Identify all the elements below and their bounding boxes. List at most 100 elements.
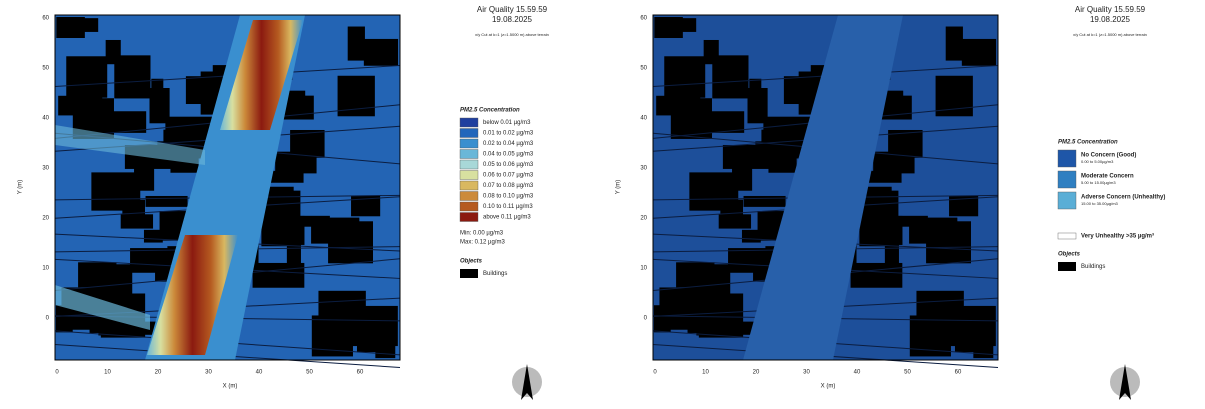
x-axis-label: X (m): [821, 384, 836, 390]
building: [676, 262, 714, 287]
legend-label: Moderate Concern: [1081, 174, 1134, 180]
building: [681, 18, 696, 32]
building: [364, 39, 398, 66]
x-tick-label: 60: [357, 370, 364, 376]
legend-label: Adverse Concern (Unhealthy): [1081, 195, 1165, 201]
building: [742, 230, 761, 243]
legend-label: above 0.11 µg/m3: [483, 215, 531, 221]
building: [672, 89, 700, 114]
legend-title: PM2.5 Concentration: [460, 108, 520, 114]
building: [74, 89, 102, 114]
subtitle: x/y Cut at k=1 (z=1.5000 m) above terrai…: [475, 32, 549, 37]
x-tick-label: 40: [256, 370, 263, 376]
object-swatch: [460, 269, 478, 278]
legend-swatch: [460, 181, 478, 190]
x-axis-label: X (m): [223, 384, 238, 390]
object-label: Buildings: [1081, 264, 1105, 270]
legend-label: 0.04 to 0.05 µg/m3: [483, 152, 534, 158]
y-tick-label: 40: [42, 116, 49, 122]
building: [744, 196, 786, 207]
building: [955, 325, 985, 352]
legend-swatch: [1058, 171, 1076, 188]
legend-detail: 0.00 to 5.00µg/m3: [1081, 159, 1114, 164]
building: [357, 325, 387, 352]
object-label: Buildings: [483, 271, 507, 277]
objects-title: Objects: [460, 259, 483, 265]
building: [926, 221, 971, 263]
y-axis-label: Y (m): [616, 180, 622, 195]
building: [163, 130, 211, 142]
legend-swatch: [460, 213, 478, 222]
y-axis-label: Y (m): [18, 180, 24, 195]
legend-detail: 15.00 to 35.00µg/m3: [1081, 201, 1119, 206]
legend-label: 0.01 to 0.02 µg/m3: [483, 131, 534, 137]
building: [761, 130, 809, 142]
x-tick-label: 10: [702, 370, 709, 376]
legend-detail: 5.00 to 15.00µg/m3: [1081, 180, 1116, 185]
y-tick-label: 30: [42, 166, 49, 172]
date: 19.08.2025: [1090, 15, 1131, 24]
legend-swatch: [460, 160, 478, 169]
date: 19.08.2025: [492, 15, 533, 24]
legend-label: 0.05 to 0.06 µg/m3: [483, 162, 534, 168]
legend-label: 0.07 to 0.08 µg/m3: [483, 183, 534, 189]
x-tick-label: 20: [155, 370, 162, 376]
y-tick-label: 60: [640, 16, 647, 22]
building: [150, 88, 170, 123]
building: [962, 39, 996, 66]
building: [83, 18, 98, 32]
x-tick-label: 30: [803, 370, 810, 376]
title: Air Quality 15.59.59: [1075, 5, 1146, 14]
building: [121, 214, 153, 228]
building: [728, 248, 771, 273]
building: [56, 17, 85, 38]
x-tick-label: 40: [854, 370, 861, 376]
building: [261, 211, 296, 246]
building: [253, 263, 305, 288]
objects-title: Objects: [1058, 252, 1081, 258]
legend-swatch: [460, 129, 478, 138]
y-tick-label: 20: [640, 216, 647, 222]
legend-swatch: [460, 171, 478, 180]
x-tick-label: 0: [653, 370, 657, 376]
legend-label: 0.06 to 0.07 µg/m3: [483, 173, 534, 179]
y-tick-label: 30: [640, 166, 647, 172]
legend-swatch: [460, 192, 478, 201]
y-tick-label: 20: [42, 216, 49, 222]
legend-swatch: [460, 150, 478, 159]
x-tick-label: 50: [904, 370, 911, 376]
legend-swatch: [1058, 233, 1076, 239]
building: [114, 55, 150, 98]
page: 0 10 20 30 40 50 60 0 10 20 30 40 50 60 X (m) Y (m) Air …: [0, 0, 1205, 404]
building: [78, 262, 116, 287]
legend-label: 0.10 to 0.11 µg/m3: [483, 204, 533, 210]
y-tick-label: 10: [640, 266, 647, 272]
building: [946, 27, 963, 61]
building: [134, 157, 154, 191]
legend-swatch: [1058, 192, 1076, 209]
legend-swatch: [460, 118, 478, 127]
x-tick-label: 20: [753, 370, 760, 376]
building: [348, 27, 365, 61]
stat: Max: 0.12 µg/m3: [460, 240, 505, 246]
y-tick-label: 50: [42, 66, 49, 72]
screen: 0 10 20 30 40 50 60 0 10 20 30 40 50 60 X (m) Y (m) Air …: [0, 0, 1205, 404]
building: [748, 88, 768, 123]
building: [719, 214, 751, 228]
subtitle: x/y Cut at k=1 (z=1.5000 m) above terrai…: [1073, 32, 1147, 37]
legend-title: PM2.5 Concentration: [1058, 140, 1118, 146]
x-tick-label: 30: [205, 370, 212, 376]
building: [859, 211, 894, 246]
building: [146, 196, 188, 207]
y-tick-label: 0: [644, 316, 648, 322]
legend-label: Very Unhealthy >35 µg/m³: [1081, 233, 1154, 240]
legend-label: 0.02 to 0.04 µg/m3: [483, 141, 534, 147]
y-tick-label: 40: [640, 116, 647, 122]
x-tick-label: 10: [104, 370, 111, 376]
stat: Min: 0.00 µg/m3: [460, 231, 504, 237]
building: [732, 157, 752, 191]
x-tick-label: 50: [306, 370, 313, 376]
y-tick-label: 10: [42, 266, 49, 272]
building: [130, 248, 173, 273]
legend-label: below 0.01 µg/m3: [483, 120, 531, 126]
